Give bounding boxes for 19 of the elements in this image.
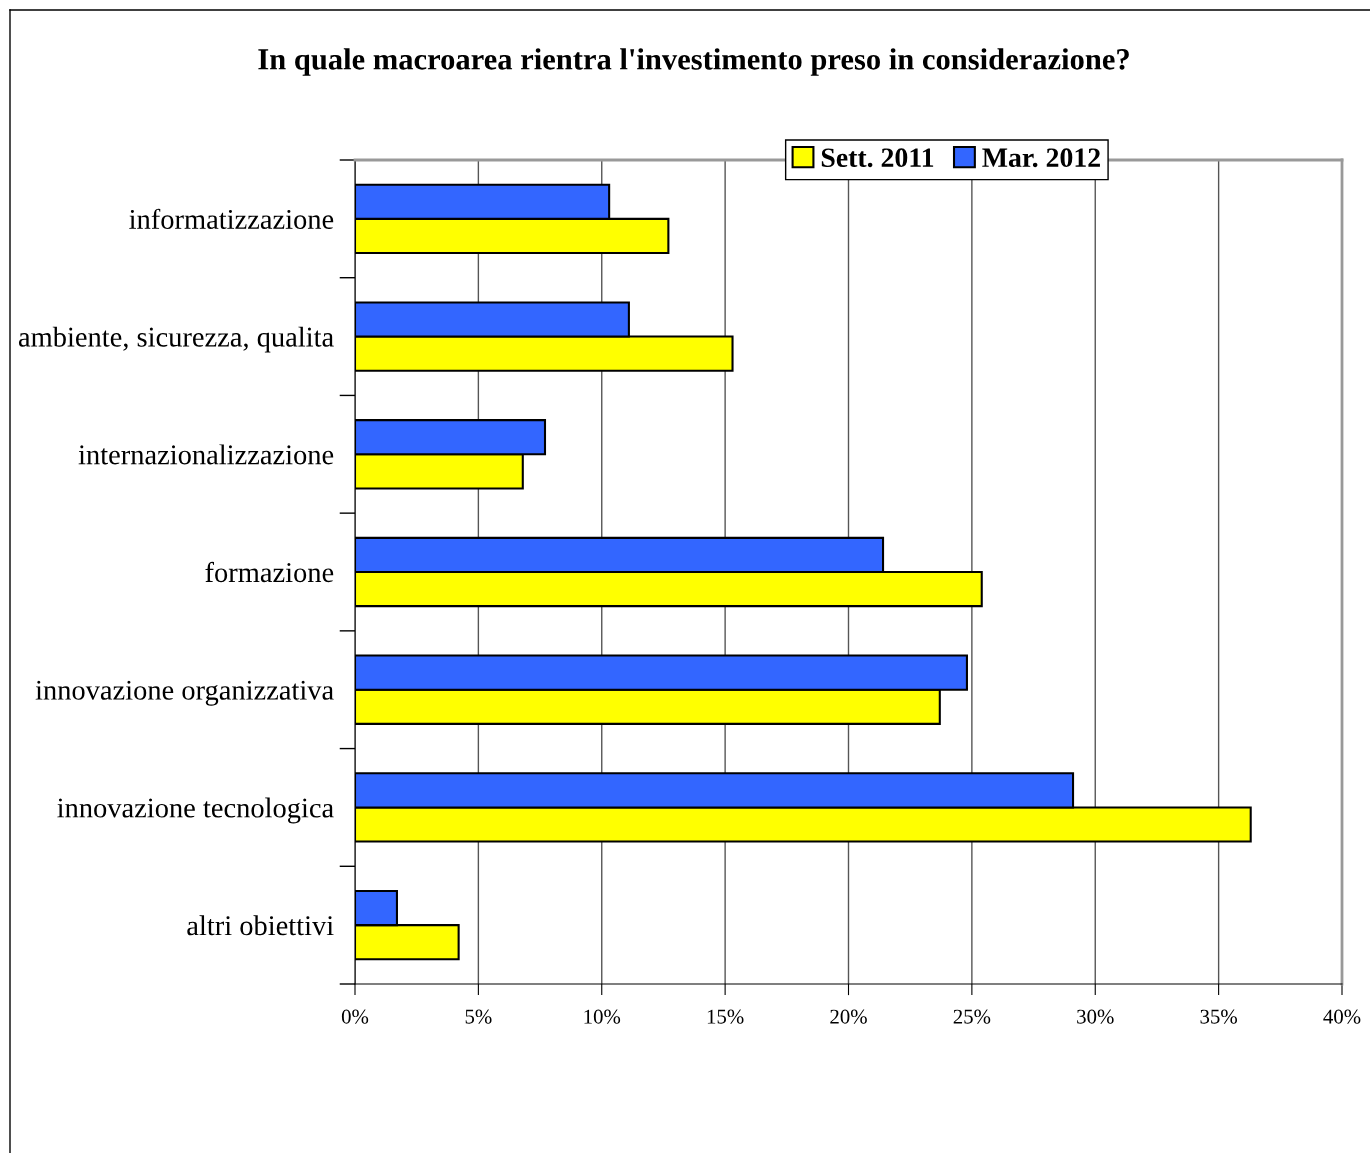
x-tick-label: 15%	[707, 1009, 744, 1024]
x-tick-label: 35%	[1200, 1009, 1238, 1024]
x-tick-label: 5%	[465, 1009, 492, 1024]
chart-title: In quale macroarea rientra l'investimento preso in considerazione?	[258, 48, 1129, 76]
y-tick-label: ambiente, sicurezza, qualita	[18, 326, 334, 353]
x-tick-label: 25%	[953, 1009, 991, 1024]
x-tick-label: 30%	[1077, 1009, 1114, 1024]
y-tick-label: innovazione organizzativa	[35, 680, 334, 706]
y-tick-label: innovazione tecnologica	[57, 797, 334, 824]
legend-label: Mar. 2012	[982, 148, 1100, 168]
y-tick-label: internazionalizzazione	[78, 444, 334, 465]
y-tick-label: informatizzazione	[129, 208, 334, 230]
y-tick-label: altri obiettivi	[187, 915, 334, 936]
legend-label: Sett. 2011	[821, 148, 934, 168]
x-tick-label: 20%	[830, 1009, 867, 1024]
x-tick-label: 40%	[1323, 1009, 1361, 1024]
x-tick-label: 10%	[584, 1009, 621, 1024]
x-tick-label: 0%	[341, 1009, 369, 1024]
y-tick-label: formazione	[205, 561, 334, 583]
